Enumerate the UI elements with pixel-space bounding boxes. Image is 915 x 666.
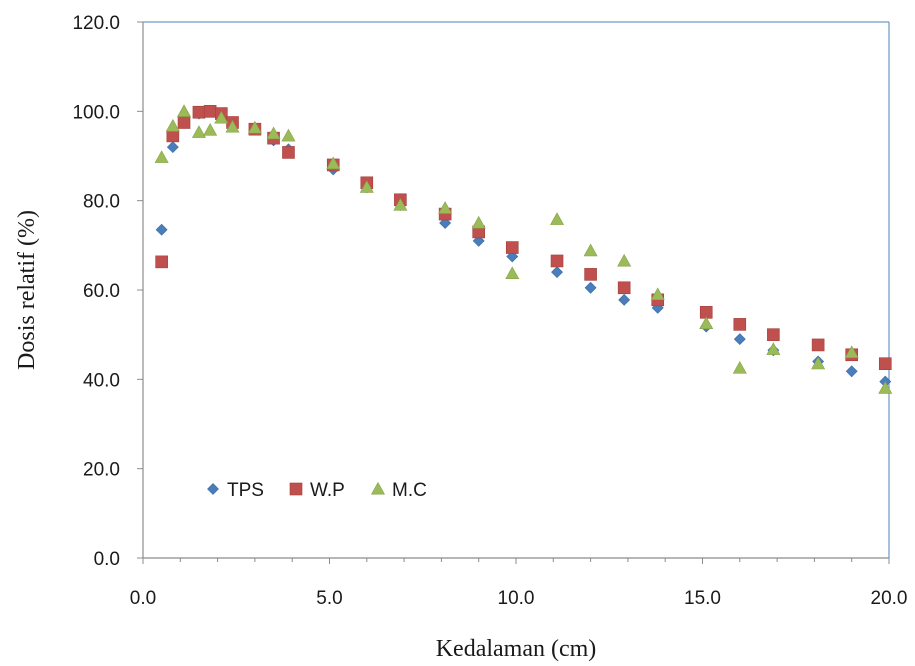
data-point-triangle xyxy=(471,215,486,229)
data-point-triangle xyxy=(393,198,408,211)
data-point-triangle xyxy=(281,128,296,142)
data-point-diamond xyxy=(733,333,746,346)
data-point-square xyxy=(733,318,747,331)
data-point-triangle xyxy=(165,118,180,132)
data-point-diamond xyxy=(584,281,597,294)
x-tick-label: 10.0 xyxy=(498,588,535,609)
legend-label: W.P xyxy=(310,480,345,501)
legend: TPS W.P M.C xyxy=(207,480,427,501)
data-point-square xyxy=(177,116,191,129)
y-axis-title: Dosis relatif (%) xyxy=(14,210,40,370)
data-point-triangle xyxy=(266,126,281,140)
data-point-diamond xyxy=(166,141,179,153)
data-point-triangle xyxy=(214,110,229,124)
data-point-diamond xyxy=(551,266,563,279)
y-tick-label: 80.0 xyxy=(83,192,120,213)
data-point-triangle xyxy=(650,287,665,300)
data-point-triangle xyxy=(505,266,520,279)
series-m-c xyxy=(154,104,893,394)
data-point-diamond xyxy=(845,365,858,378)
data-point-triangle xyxy=(438,201,453,214)
data-point-triangle xyxy=(359,180,374,193)
data-point-triangle xyxy=(732,361,747,374)
y-tick-label: 100.0 xyxy=(72,102,120,123)
data-point-square xyxy=(203,105,217,118)
series-tps xyxy=(155,105,892,388)
x-tick-label: 0.0 xyxy=(130,588,156,609)
legend-marker-diamond xyxy=(207,483,219,495)
data-point-triangle xyxy=(878,381,893,394)
x-tick-label: 20.0 xyxy=(871,588,908,609)
legend-marker-triangle xyxy=(370,481,386,495)
data-point-triangle xyxy=(617,253,632,267)
y-tick-label: 0.0 xyxy=(94,549,120,570)
data-point-triangle xyxy=(766,342,781,355)
data-point-triangle xyxy=(154,150,169,163)
data-point-triangle xyxy=(811,356,826,370)
data-point-square xyxy=(811,338,825,352)
data-point-triangle xyxy=(550,212,565,225)
y-tick-label: 40.0 xyxy=(83,370,120,391)
y-tick-label: 20.0 xyxy=(83,460,120,481)
data-point-triangle xyxy=(203,122,218,136)
legend-marker-square xyxy=(289,482,303,496)
data-point-diamond xyxy=(155,223,168,236)
data-point-square xyxy=(155,255,168,269)
data-point-triangle xyxy=(326,156,341,170)
data-point-triangle xyxy=(191,125,206,138)
data-point-triangle xyxy=(583,243,598,257)
y-axis-ticks: 0.0 20.0 40.0 60.0 80.0 100.0 120.0 xyxy=(72,13,143,570)
data-point-triangle xyxy=(699,316,714,330)
legend-label: M.C xyxy=(392,480,427,501)
series-w-p xyxy=(155,105,892,371)
x-tick-label: 5.0 xyxy=(316,588,342,609)
data-point-square xyxy=(617,281,631,295)
data-point-triangle xyxy=(247,120,262,134)
data-point-square xyxy=(550,254,564,268)
x-axis-title: Kedalaman (cm) xyxy=(436,636,597,662)
y-tick-label: 60.0 xyxy=(83,281,120,302)
data-point-diamond xyxy=(618,293,631,306)
data-point-triangle xyxy=(844,345,859,359)
data-point-triangle xyxy=(177,104,192,117)
data-point-square xyxy=(166,129,180,143)
x-tick-label: 15.0 xyxy=(684,588,721,609)
data-point-square xyxy=(584,268,597,281)
data-points xyxy=(154,104,893,394)
data-point-square xyxy=(505,241,519,254)
data-point-square xyxy=(282,146,295,159)
y-tick-label: 120.0 xyxy=(72,13,120,34)
data-point-square xyxy=(192,105,206,119)
x-axis-ticks: 0.0 5.0 10.0 15.0 20.0 xyxy=(130,558,908,609)
data-point-square xyxy=(878,357,892,371)
legend-label: TPS xyxy=(227,480,264,501)
data-point-triangle xyxy=(225,119,240,133)
data-point-square xyxy=(767,328,780,341)
